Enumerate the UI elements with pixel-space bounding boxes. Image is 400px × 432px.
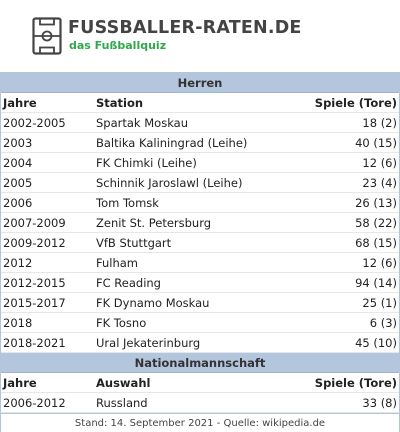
cell-station: VfB Stuttgart <box>96 236 172 250</box>
cell-station: Schinnik Jaroslawl (Leihe) <box>96 176 243 190</box>
table-row: 2006-2012 Russland 33 (8) <box>1 393 399 413</box>
column-header-years: Jahre <box>3 96 37 110</box>
cell-years: 2015-2017 <box>3 296 66 310</box>
cell-station: FC Reading <box>96 276 161 290</box>
cell-stats: 12 (6) <box>362 256 397 270</box>
table-row: 2018 FK Tosno 6 (3) <box>1 313 399 333</box>
cell-stats: 40 (15) <box>355 136 397 150</box>
table-row: 2007-2009 Zenit St. Petersburg 58 (22) <box>1 213 399 233</box>
cell-stats: 68 (15) <box>355 236 397 250</box>
cell-station: Ural Jekaterinburg <box>96 336 201 350</box>
cell-station: FK Tosno <box>96 316 147 330</box>
cell-station: FK Dynamo Moskau <box>96 296 210 310</box>
national-header-row: Jahre Auswahl Spiele (Tore) <box>1 373 399 393</box>
column-header-team: Auswahl <box>96 376 151 390</box>
site-title[interactable]: FUSSBALLER-RATEN.DE <box>68 18 302 38</box>
table-row: 2015-2017 FK Dynamo Moskau 25 (1) <box>1 293 399 313</box>
table-row: 2006 Tom Tomsk 26 (13) <box>1 193 399 213</box>
site-header: FUSSBALLER-RATEN.DE das Fußballquiz <box>32 16 301 56</box>
cell-station: FK Chimki (Leihe) <box>96 156 197 170</box>
cell-stats: 25 (1) <box>362 296 397 310</box>
column-header-stats: Spiele (Tore) <box>314 376 397 390</box>
site-tagline: das Fußballquiz <box>69 39 167 52</box>
column-header-stats: Spiele (Tore) <box>314 96 397 110</box>
club-section-heading: Herren <box>1 73 399 93</box>
cell-stats: 26 (13) <box>355 196 397 210</box>
club-rows: 2002-2005 Spartak Moskau 18 (2) 2003 Baltika… <box>1 113 399 353</box>
career-table: Herren Jahre Station Spiele (Tore) 2002-… <box>0 72 400 432</box>
cell-station: Fulham <box>96 256 139 270</box>
cell-stats: 33 (8) <box>362 396 397 410</box>
cell-years: 2018-2021 <box>3 336 66 350</box>
cell-years: 2006-2012 <box>3 396 66 410</box>
cell-station: Zenit St. Petersburg <box>96 216 212 230</box>
column-header-years: Jahre <box>3 376 37 390</box>
column-header-station: Station <box>96 96 144 110</box>
cell-stats: 23 (4) <box>362 176 397 190</box>
cell-years: 2005 <box>3 176 33 190</box>
table-row: 2018-2021 Ural Jekaterinburg 45 (10) <box>1 333 399 353</box>
club-header-row: Jahre Station Spiele (Tore) <box>1 93 399 113</box>
cell-stats: 12 (6) <box>362 156 397 170</box>
cell-years: 2018 <box>3 316 33 330</box>
cell-station: Tom Tomsk <box>96 196 159 210</box>
cell-years: 2004 <box>3 156 33 170</box>
cell-years: 2007-2009 <box>3 216 66 230</box>
table-row: 2005 Schinnik Jaroslawl (Leihe) 23 (4) <box>1 173 399 193</box>
national-rows: 2006-2012 Russland 33 (8) <box>1 393 399 413</box>
cell-station: Spartak Moskau <box>96 116 188 130</box>
cell-station: Baltika Kaliningrad (Leihe) <box>96 136 248 150</box>
cell-years: 2009-2012 <box>3 236 66 250</box>
cell-stats: 58 (22) <box>355 216 397 230</box>
cell-stats: 6 (3) <box>369 316 397 330</box>
cell-years: 2012-2015 <box>3 276 66 290</box>
table-row: 2009-2012 VfB Stuttgart 68 (15) <box>1 233 399 253</box>
national-section-heading: Nationalmannschaft <box>1 353 399 373</box>
table-row: 2012-2015 FC Reading 94 (14) <box>1 273 399 293</box>
table-row: 2003 Baltika Kaliningrad (Leihe) 40 (15) <box>1 133 399 153</box>
table-row: 2012 Fulham 12 (6) <box>1 253 399 273</box>
source-footer: Stand: 14. September 2021 - Quelle: wiki… <box>1 413 399 432</box>
table-row: 2002-2005 Spartak Moskau 18 (2) <box>1 113 399 133</box>
table-row: 2004 FK Chimki (Leihe) 12 (6) <box>1 153 399 173</box>
cell-years: 2003 <box>3 136 33 150</box>
cell-team: Russland <box>96 396 148 410</box>
cell-stats: 18 (2) <box>362 116 397 130</box>
cell-years: 2012 <box>3 256 33 270</box>
cell-stats: 45 (10) <box>355 336 397 350</box>
football-pitch-icon <box>32 17 62 55</box>
cell-years: 2002-2005 <box>3 116 66 130</box>
cell-years: 2006 <box>3 196 33 210</box>
cell-stats: 94 (14) <box>355 276 397 290</box>
